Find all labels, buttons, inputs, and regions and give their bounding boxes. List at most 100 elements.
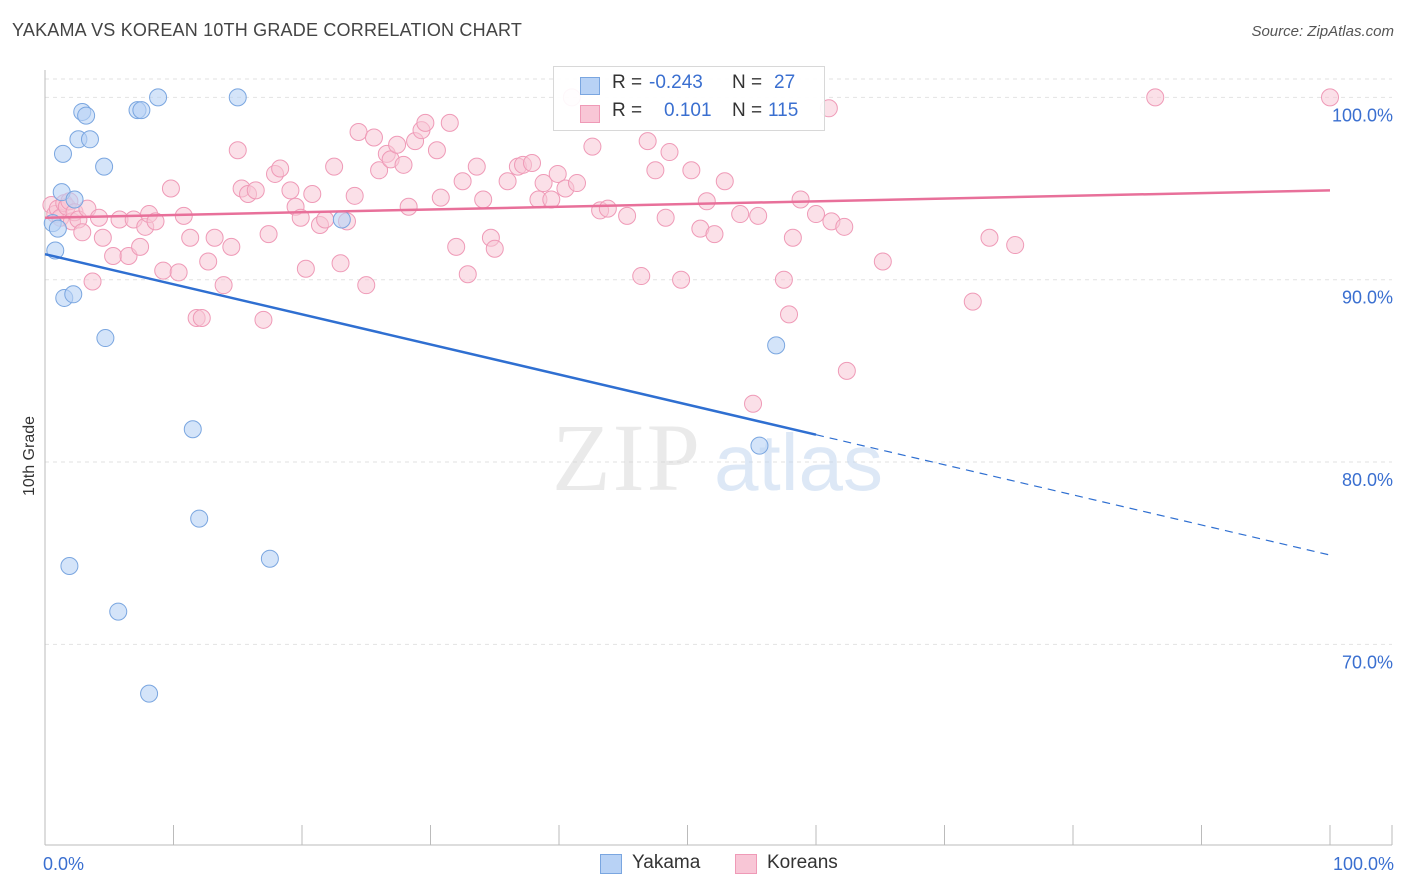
koreans-legend-label: Koreans <box>767 852 838 873</box>
yakama-point <box>48 219 67 238</box>
koreans-point <box>1146 88 1165 107</box>
koreans-point <box>453 172 472 191</box>
koreans-n-value: 115 <box>768 100 799 121</box>
y-tick-labels: 70.0% 80.0% 90.0% 100.0% <box>1332 105 1393 672</box>
yakama-legend-label: Yakama <box>632 852 701 873</box>
koreans-point <box>598 199 617 218</box>
koreans-point <box>205 228 224 247</box>
koreans-point <box>638 132 657 151</box>
koreans-point <box>656 208 675 227</box>
koreans-point <box>783 228 802 247</box>
koreans-point <box>161 179 180 198</box>
koreans-point <box>523 154 542 172</box>
watermark-zip: ZIP <box>552 404 702 511</box>
n-label: N = <box>732 100 763 121</box>
koreans-point <box>214 276 233 295</box>
koreans-swatch <box>580 105 600 123</box>
koreans-point <box>697 192 716 211</box>
koreans-point <box>146 212 165 231</box>
y-tick-label: 70.0% <box>1342 652 1393 672</box>
koreans-point <box>646 161 665 180</box>
koreans-point <box>660 143 679 162</box>
n-label: N = <box>732 72 763 93</box>
koreans-point <box>181 228 200 247</box>
koreans-point <box>296 259 315 278</box>
koreans-point <box>416 113 435 132</box>
koreans-point <box>749 206 768 225</box>
legend-row-koreans: R = 0.101 N = 115 <box>554 100 824 130</box>
koreans-point <box>467 157 486 176</box>
koreans-point <box>281 181 300 200</box>
koreans-point <box>93 228 112 247</box>
koreans-point <box>73 223 92 242</box>
watermark: ZIP atlas <box>552 404 883 511</box>
koreans-point <box>254 310 273 329</box>
yakama-point <box>53 144 72 163</box>
koreans-point <box>542 190 561 209</box>
koreans-point <box>440 113 459 132</box>
koreans-point <box>228 141 247 160</box>
correlation-legend: R = -0.243 N = 27 R = 0.101 N = 115 <box>553 66 825 131</box>
yakama-point <box>132 101 151 120</box>
koreans-point <box>394 155 413 174</box>
koreans-point <box>199 252 218 271</box>
yakama-point <box>65 190 84 209</box>
koreans-point <box>474 190 493 209</box>
legend-row-yakama: R = -0.243 N = 27 <box>554 72 824 102</box>
koreans-points <box>42 88 1339 413</box>
yakama-point <box>96 329 115 348</box>
koreans-point <box>357 276 376 295</box>
koreans-point <box>364 128 383 147</box>
koreans-point <box>325 157 344 176</box>
x-tick-label-min: 0.0% <box>43 854 84 874</box>
koreans-point <box>316 210 335 229</box>
koreans-point <box>873 252 892 271</box>
koreans-point <box>807 205 825 224</box>
koreans-point <box>370 161 389 180</box>
yakama-r-value: -0.243 <box>649 72 703 93</box>
koreans-legend-swatch <box>735 854 757 874</box>
koreans-point <box>271 159 290 178</box>
yakama-point <box>140 684 159 703</box>
koreans-point <box>791 190 810 209</box>
yakama-point <box>332 210 351 229</box>
koreans-point <box>259 225 278 244</box>
koreans-point <box>567 174 586 193</box>
yakama-point <box>64 285 83 304</box>
koreans-point <box>715 172 734 191</box>
koreans-point <box>744 394 763 413</box>
koreans-point <box>222 237 241 256</box>
koreans-point <box>388 135 407 154</box>
koreans-point <box>331 254 350 273</box>
koreans-point <box>534 174 553 193</box>
koreans-point <box>632 267 651 286</box>
yakama-point <box>149 88 168 107</box>
koreans-point <box>485 239 504 258</box>
koreans-point <box>104 247 123 265</box>
y-tick-label: 80.0% <box>1342 470 1393 490</box>
koreans-point <box>1321 88 1339 107</box>
koreans-point <box>672 270 691 289</box>
watermark-atlas: atlas <box>714 418 883 507</box>
koreans-point <box>705 225 724 244</box>
koreans-point <box>682 161 701 180</box>
koreans-point <box>780 305 799 324</box>
koreans-point <box>458 265 477 284</box>
trend-lines <box>44 189 1331 556</box>
y-tick-label: 100.0% <box>1332 105 1393 125</box>
koreans-r-value: 0.101 <box>664 100 712 121</box>
yakama-n-value: 27 <box>774 72 796 93</box>
yakama-point <box>228 88 247 107</box>
yakama-legend-swatch <box>600 854 622 874</box>
yakama-trend-extrapolation <box>815 434 1331 556</box>
r-label: R = <box>612 72 643 93</box>
koreans-point <box>83 272 102 291</box>
yakama-point <box>260 549 279 568</box>
yakama-point <box>767 336 786 355</box>
koreans-point <box>192 309 211 327</box>
koreans-point <box>303 185 322 203</box>
y-tick-label: 90.0% <box>1342 288 1393 308</box>
koreans-point <box>963 292 982 311</box>
yakama-point <box>60 557 79 575</box>
yakama-points <box>43 88 786 703</box>
